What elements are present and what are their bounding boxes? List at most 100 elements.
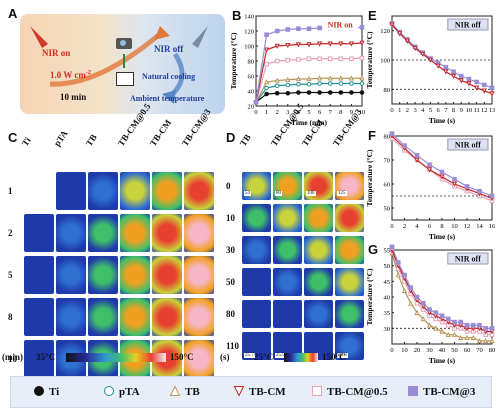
data-point xyxy=(274,83,280,89)
thermal-image xyxy=(184,340,214,378)
a-time-label: 10 min xyxy=(60,92,87,102)
y-tick-label: 35 xyxy=(384,310,391,317)
thermal-image xyxy=(304,268,333,296)
thermal-image xyxy=(24,172,54,210)
data-point xyxy=(285,90,291,96)
thermal-image xyxy=(304,204,333,232)
data-point xyxy=(408,285,414,290)
data-point xyxy=(445,316,451,322)
panel-letter-e: E xyxy=(368,8,377,23)
data-point xyxy=(450,73,457,80)
data-point xyxy=(402,272,407,278)
thermal-image xyxy=(88,214,118,252)
y-tick-label: 20 xyxy=(248,104,255,111)
thermal-image xyxy=(184,214,214,252)
data-point xyxy=(316,75,323,81)
row-label: 80 xyxy=(226,309,235,319)
temperature-readout: 25.7 xyxy=(244,353,255,358)
legend-marker xyxy=(34,386,44,396)
column-label: TB-CM xyxy=(147,117,174,148)
x-tick-label: 8 xyxy=(339,109,342,116)
color-scale-bar xyxy=(66,353,166,362)
data-point xyxy=(389,244,395,250)
data-point xyxy=(296,57,301,62)
thermal-image xyxy=(120,172,150,210)
row-label: 2 xyxy=(8,228,13,238)
x-axis-label: Time (s) xyxy=(429,232,456,241)
data-point xyxy=(285,82,291,88)
panel-letter-a: A xyxy=(8,6,18,21)
condition-tag: NIR on xyxy=(328,21,354,30)
data-point xyxy=(427,57,434,63)
data-point xyxy=(426,167,433,173)
data-point xyxy=(489,193,495,199)
scale-min-label: 25°C xyxy=(254,352,274,362)
thermal-image xyxy=(273,236,302,264)
y-tick-label: 50 xyxy=(384,263,391,270)
data-point xyxy=(317,90,322,95)
thermal-image xyxy=(56,298,86,336)
data-point xyxy=(306,76,312,82)
legend-item: Ti xyxy=(33,385,59,398)
data-point xyxy=(327,90,333,95)
x-tick-label: 5 xyxy=(307,109,310,116)
data-point xyxy=(317,56,322,62)
condition-tag-box xyxy=(322,19,358,30)
x-axis-label: Time (s) xyxy=(429,116,456,125)
temperature-readout: 30.8 xyxy=(337,353,348,358)
data-point xyxy=(470,322,476,328)
data-point xyxy=(264,85,269,91)
thermal-image xyxy=(152,298,182,336)
chart-f: 0 2 4 6 8 10 12 14 16 50 60 70 80 Time (s) Temperature… xyxy=(365,131,496,241)
x-tick-label: 7 xyxy=(444,107,448,114)
thermal-image xyxy=(273,268,302,296)
data-point xyxy=(414,157,420,163)
legend-item: TB-CM@3 xyxy=(407,385,475,398)
y-tick-label: 40 xyxy=(384,295,391,302)
data-point xyxy=(458,73,464,79)
temperature-readout: 100 xyxy=(306,191,316,196)
data-point xyxy=(395,260,401,265)
row-label: 30 xyxy=(226,245,235,255)
thermal-image xyxy=(152,172,182,210)
panel-letter-b: B xyxy=(232,8,242,23)
data-point xyxy=(445,331,451,337)
legend-label: Ti xyxy=(49,386,60,398)
data-point xyxy=(451,331,458,337)
x-tick-label: 4 xyxy=(297,109,301,116)
x-tick-label: 0 xyxy=(254,109,257,116)
x-tick-label: 10 xyxy=(466,107,473,114)
thermal-image xyxy=(242,268,271,296)
row-label: 1 xyxy=(8,186,13,196)
data-point xyxy=(420,51,426,58)
data-point xyxy=(338,81,344,86)
data-point xyxy=(389,131,395,136)
data-point xyxy=(306,42,312,48)
down-arrow-icon xyxy=(123,54,125,68)
x-tick-label: 10 xyxy=(451,223,458,230)
data-point xyxy=(474,85,480,91)
data-point xyxy=(274,28,280,34)
data-point xyxy=(306,81,312,87)
thermal-image xyxy=(120,256,150,294)
legend-marker xyxy=(312,386,322,396)
y-tick-label: 70 xyxy=(384,158,391,165)
data-point xyxy=(481,88,487,94)
data-point xyxy=(404,38,410,44)
legend-label: TB-CM@3 xyxy=(423,386,476,398)
thermal-image xyxy=(273,300,302,328)
data-point xyxy=(443,69,449,75)
y-axis-label: Temperature (°C) xyxy=(229,32,238,89)
y-tick-label: 120 xyxy=(244,29,254,36)
data-point xyxy=(477,322,482,328)
data-point xyxy=(408,300,414,306)
camera-icon xyxy=(116,38,132,49)
thermal-image xyxy=(24,214,54,252)
x-tick-label: 10 xyxy=(359,109,366,116)
thermal-image xyxy=(273,204,302,232)
data-point xyxy=(439,174,445,180)
y-tick-label: 120 xyxy=(380,28,390,35)
data-point xyxy=(359,75,365,81)
unit-label: (min) xyxy=(2,352,23,362)
x-tick-label: 20 xyxy=(414,347,421,354)
